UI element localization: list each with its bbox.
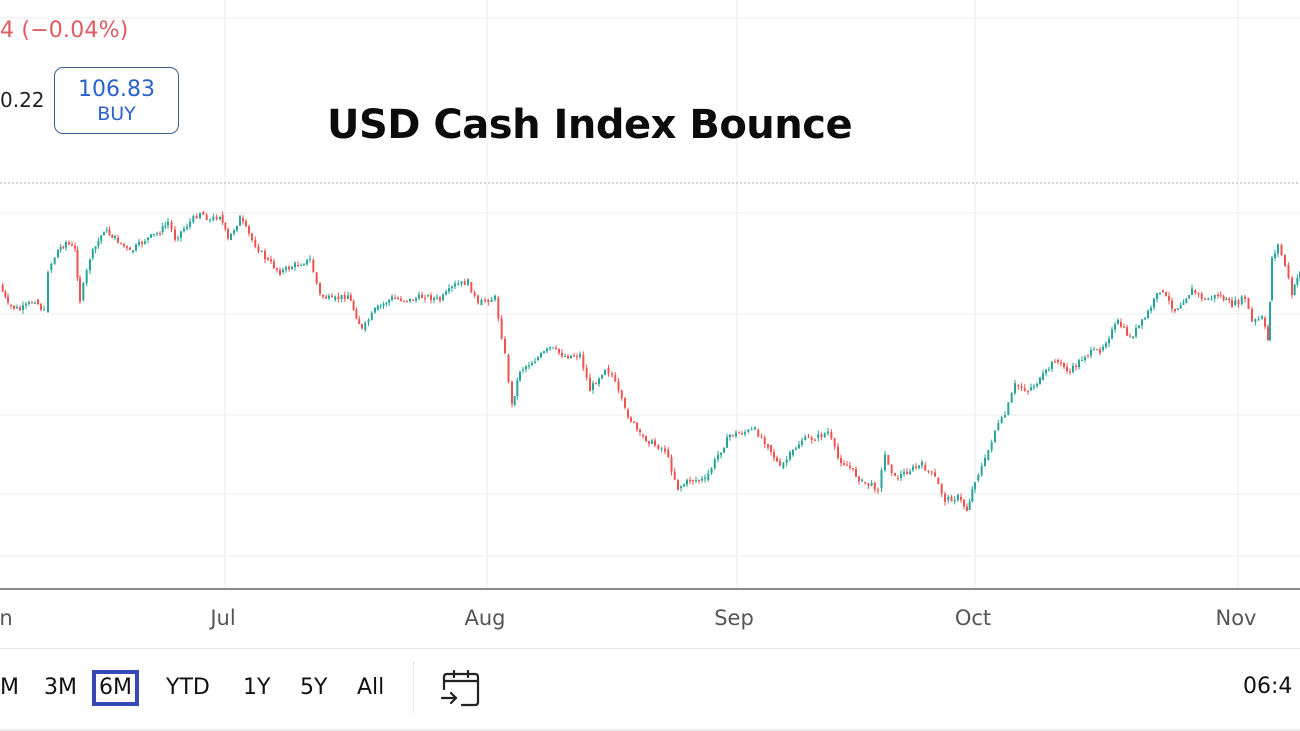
vertical-gridlines [224,0,1239,589]
price-change-text: 4 (−0.04%) [0,18,129,43]
x-tick-oct: Oct [954,606,992,630]
buy-button[interactable]: 106.83 BUY [54,67,179,134]
go-to-date-button[interactable] [440,669,482,709]
x-tick-aug: Aug [464,606,506,630]
range-button-6m[interactable]: 6M [92,670,139,706]
x-tick-jul: Jul [210,606,236,630]
buy-label: BUY [97,102,136,125]
x-axis: n Jul Aug Sep Oct Nov [0,590,1300,648]
chart-title: USD Cash Index Bounce [327,102,853,148]
range-toolbar: M 3M 6M YTD 1Y 5Y All 06:4 [0,649,1300,731]
range-button-1y[interactable]: 1Y [243,675,271,700]
x-tick-sep: Sep [714,606,754,630]
clock-time: 06:4 [1243,674,1293,699]
bottom-border [0,729,1300,731]
sell-price-partial[interactable]: 0.22 [0,88,45,112]
range-button-ytd[interactable]: YTD [166,675,210,700]
calendar-goto-date-icon [440,669,480,707]
x-tick-nov: Nov [1215,606,1257,630]
buy-price: 106.83 [78,76,155,102]
candlestick-series [1,210,1300,512]
range-button-3m[interactable]: 3M [44,675,77,700]
range-button-5y[interactable]: 5Y [300,675,328,700]
chart-canvas[interactable] [0,0,1300,590]
price-chart[interactable]: 4 (−0.04%) 0.22 106.83 BUY USD Cash Inde… [0,0,1300,590]
horizontal-gridlines [0,17,1300,557]
x-tick-jun: n [0,606,13,630]
toolbar-divider [413,661,414,713]
range-button-1m[interactable]: M [0,675,19,700]
toolbar-separator [0,648,1300,649]
range-button-all[interactable]: All [357,675,385,700]
